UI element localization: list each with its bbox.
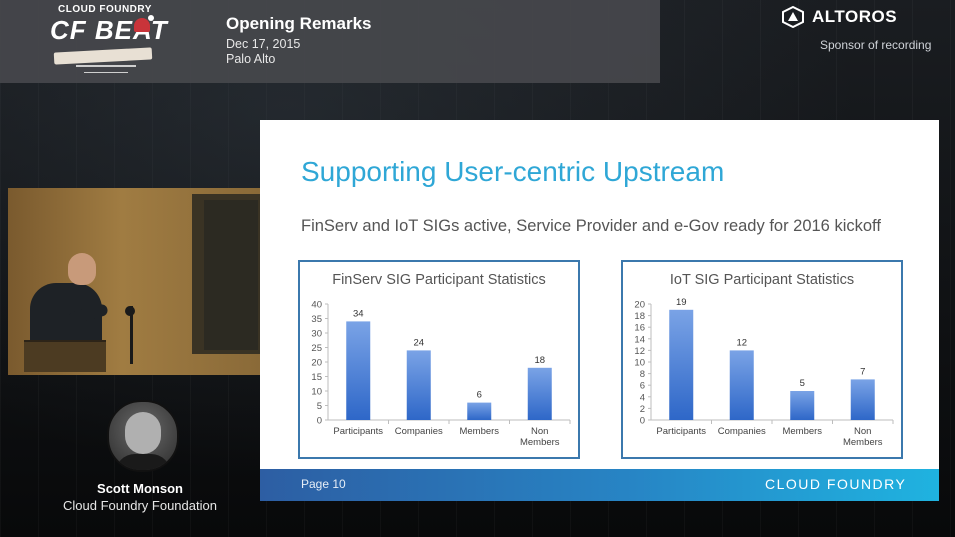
y-tick-label: 30 [311, 329, 322, 340]
y-tick-label: 18 [634, 311, 645, 322]
bar [850, 379, 875, 420]
y-tick-label: 40 [311, 300, 322, 311]
y-tick-label: 8 [640, 369, 645, 380]
y-tick-label: 2 [640, 404, 645, 415]
data-label: 24 [413, 337, 424, 348]
event-date: Dec 17, 2015 [226, 37, 301, 51]
category-label: Participants [333, 426, 383, 437]
data-label: 18 [534, 355, 545, 366]
bar [527, 367, 552, 420]
bar [669, 309, 694, 420]
podium [24, 340, 106, 372]
category-label: Members [520, 437, 560, 448]
y-tick-label: 20 [311, 358, 322, 369]
y-tick-label: 10 [634, 358, 645, 369]
avatar-shirt [115, 454, 171, 470]
bar [729, 350, 754, 420]
data-label: 6 [477, 390, 482, 401]
category-label: Companies [395, 426, 443, 437]
slide-page-number: Page 10 [301, 477, 346, 491]
y-tick-label: 6 [640, 381, 645, 392]
category-label: Non [854, 426, 871, 437]
bar [790, 391, 815, 420]
category-label: Participants [656, 426, 706, 437]
y-tick-label: 10 [311, 387, 322, 398]
event-banner: CLOUD FOUNDRY CF BEAT Opening Remarks De… [0, 0, 660, 83]
slide-subtitle: FinServ and IoT SIGs active, Service Pro… [301, 217, 881, 235]
speaker-avatar [107, 400, 179, 472]
bar [467, 402, 492, 420]
category-label: Members [843, 437, 883, 448]
altoros-mark-icon [782, 6, 804, 28]
avatar-face [125, 412, 161, 454]
event-location: Palo Alto [226, 52, 276, 66]
presentation-slide: Supporting User-centric Upstream FinServ… [260, 120, 939, 501]
finserv-chart-plot: 0 5 10 15 20 25 30 35 40 34 Participants 24 Companie… [311, 300, 571, 448]
logo-top-text: CLOUD FOUNDRY [58, 4, 152, 15]
y-tick-label: 35 [311, 314, 322, 325]
sponsor-label: Sponsor of recording [820, 38, 932, 52]
slide-footer: Page 10 CLOUD FOUNDRY [260, 469, 939, 501]
category-label: Companies [718, 426, 766, 437]
category-label: Members [782, 426, 822, 437]
y-tick-label: 20 [634, 300, 645, 311]
data-label: 12 [736, 337, 747, 348]
wall-panel-inner [204, 200, 258, 350]
finserv-chart: FinServ SIG Participant Statistics 0 5 10 1… [298, 260, 580, 459]
logo-ribbon [53, 47, 153, 65]
data-label: 19 [676, 297, 687, 308]
y-tick-label: 5 [317, 401, 322, 412]
y-tick-label: 14 [634, 334, 645, 345]
chart-title: FinServ SIG Participant Statistics [332, 272, 546, 288]
slide-title: Supporting User-centric Upstream [301, 156, 725, 187]
speaker-video [8, 188, 260, 375]
chart-title: IoT SIG Participant Statistics [669, 272, 855, 288]
event-title: Opening Remarks [226, 14, 372, 33]
y-tick-label: 15 [311, 372, 322, 383]
cf-beat-logo: CLOUD FOUNDRY CF BEAT [48, 2, 168, 80]
y-tick-label: 0 [317, 416, 322, 427]
cloud-foundry-logo: CLOUD FOUNDRY [765, 476, 907, 492]
speaker-figure-head [68, 253, 96, 285]
speaker-organization: Cloud Foundry Foundation [63, 498, 217, 513]
speaker-name: Scott Monson [97, 481, 183, 496]
data-label: 34 [353, 308, 364, 319]
bar [346, 321, 371, 420]
bar [406, 350, 431, 420]
logo-divider [76, 65, 136, 67]
y-tick-label: 0 [640, 416, 645, 427]
category-label: Members [459, 426, 499, 437]
iot-chart: IoT SIG Participant Statistics 0 2 4 6 8 10 12… [621, 260, 903, 459]
sponsor-logo: ALTOROS [782, 4, 947, 28]
y-tick-label: 16 [634, 323, 645, 334]
data-label: 5 [800, 378, 805, 389]
microphone-stand [130, 306, 133, 364]
santa-hat-icon [134, 15, 154, 32]
data-label: 7 [860, 366, 865, 377]
y-tick-label: 25 [311, 343, 322, 354]
y-tick-label: 12 [634, 346, 645, 357]
logo-flourish [84, 72, 128, 77]
y-tick-label: 4 [640, 392, 645, 403]
sponsor-name: ALTOROS [812, 7, 898, 26]
category-label: Non [531, 426, 548, 437]
